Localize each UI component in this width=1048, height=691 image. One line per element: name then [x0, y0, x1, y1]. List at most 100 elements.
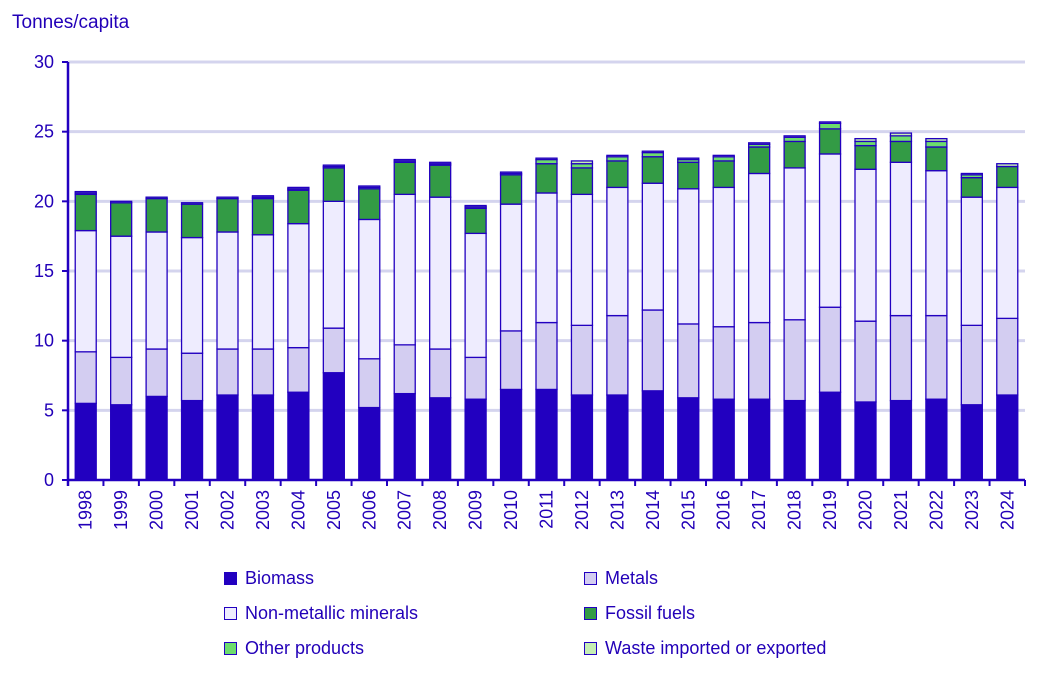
- bar-segment-biomass-2015: [677, 397, 700, 481]
- bar-segment-metals-2007: [393, 344, 416, 395]
- bar-segment-waste-imported-or-exported-2003: [251, 195, 275, 198]
- bar-segment-waste-imported-or-exported-2017: [748, 142, 771, 145]
- bar-segment-non-metallic-minerals-2001: [180, 236, 204, 354]
- bar-segment-non-metallic-minerals-2005: [322, 200, 345, 329]
- bar-segment-non-metallic-minerals-2006: [358, 218, 381, 360]
- bar-segment-biomass-2023: [960, 404, 983, 481]
- legend-swatch: [224, 607, 237, 620]
- legend-item: Metals: [584, 568, 658, 589]
- legend-item: Waste imported or exported: [584, 638, 826, 659]
- legend-swatch: [224, 642, 237, 655]
- bar-segment-waste-imported-or-exported-2012: [570, 160, 594, 165]
- x-tick-label: 2002: [218, 490, 238, 530]
- bar-segment-metals-2004: [287, 346, 310, 393]
- bar-segment-waste-imported-or-exported-2015: [677, 157, 700, 161]
- bar-segment-non-metallic-minerals-2023: [960, 196, 983, 326]
- bar-segment-waste-imported-or-exported-2004: [287, 186, 310, 190]
- x-tick-label: 2020: [856, 490, 876, 530]
- bar-segment-waste-imported-or-exported-2013: [606, 154, 629, 158]
- bar-segment-fossil-fuels-2023: [960, 176, 983, 198]
- bar-segment-biomass-2016: [712, 398, 735, 481]
- x-tick-label: 2008: [430, 490, 450, 530]
- x-tick-label: 2016: [714, 490, 734, 530]
- bar-segment-fossil-fuels-2009: [464, 207, 487, 235]
- y-tick-label: 30: [34, 52, 54, 72]
- bar-segment-fossil-fuels-2014: [641, 156, 664, 184]
- bar-segment-non-metallic-minerals-1999: [110, 235, 133, 359]
- bar-segment-biomass-2003: [251, 394, 275, 481]
- legend-label: Non-metallic minerals: [245, 603, 419, 623]
- bar-segment-metals-2015: [677, 323, 700, 399]
- bar-segment-non-metallic-minerals-2004: [287, 222, 310, 349]
- bar-segment-fossil-fuels-2024: [996, 165, 1019, 189]
- bar-segment-biomass-2018: [783, 399, 806, 481]
- legend-item: Biomass: [224, 568, 314, 589]
- bar-segment-non-metallic-minerals-2008: [429, 196, 452, 350]
- bar-segment-other-products-2022: [925, 140, 948, 148]
- legend-label: Fossil fuels: [605, 603, 696, 623]
- bar-segment-fossil-fuels-2015: [677, 161, 700, 190]
- bar-segment-metals-2023: [960, 324, 983, 406]
- legend-swatch: [584, 642, 597, 655]
- bar-segment-metals-2010: [499, 330, 523, 391]
- bar-segment-non-metallic-minerals-2003: [251, 234, 275, 350]
- bar-segment-non-metallic-minerals-2022: [925, 170, 948, 317]
- bar-segment-metals-2012: [570, 324, 594, 396]
- bar-segment-fossil-fuels-2013: [606, 160, 629, 189]
- bar-segment-metals-1999: [110, 356, 133, 406]
- legend-label: Biomass: [245, 568, 315, 588]
- bar-segment-non-metallic-minerals-1998: [74, 229, 97, 353]
- bar-segment-non-metallic-minerals-2019: [818, 153, 842, 308]
- x-tick-label: 2011: [537, 490, 557, 529]
- legend-label: Waste imported or exported: [605, 638, 827, 658]
- bar-segment-fossil-fuels-2001: [180, 203, 204, 239]
- x-tick-label: 2021: [891, 490, 911, 530]
- x-tick-label: 2003: [253, 490, 273, 530]
- bar-segment-waste-imported-or-exported-2024: [996, 163, 1019, 168]
- x-tick-label: 2013: [607, 490, 627, 530]
- bar-segment-metals-2001: [180, 352, 204, 402]
- bar-segment-waste-imported-or-exported-2007: [393, 158, 416, 162]
- x-tick-label: 2014: [643, 490, 663, 530]
- bar-segment-metals-2005: [322, 327, 345, 374]
- bar-segment-biomass-2007: [393, 392, 416, 481]
- bar-segment-non-metallic-minerals-2012: [570, 193, 594, 326]
- x-tick-label: 2009: [466, 490, 486, 530]
- bar-segment-non-metallic-minerals-2016: [712, 186, 735, 328]
- bar-segment-metals-1998: [74, 351, 97, 405]
- x-tick-label: 2017: [749, 490, 769, 530]
- bar-segment-non-metallic-minerals-2020: [854, 168, 877, 322]
- bar-segment-metals-2016: [712, 326, 735, 400]
- bar-segment-biomass-2010: [499, 388, 523, 481]
- bar-segment-metals-2022: [925, 314, 948, 400]
- bar-segment-biomass-2024: [996, 394, 1019, 481]
- bar-segment-waste-imported-or-exported-1998: [74, 190, 97, 194]
- legend-swatch: [584, 572, 597, 585]
- bar-segment-other-products-2021: [889, 135, 913, 143]
- bar-segment-metals-2019: [818, 306, 842, 393]
- bar-segment-biomass-2012: [570, 394, 594, 481]
- x-tick-label: 2001: [182, 490, 202, 530]
- bar-segment-biomass-2001: [180, 399, 204, 481]
- bar-segment-waste-imported-or-exported-2002: [216, 196, 239, 200]
- bar-segment-fossil-fuels-2017: [748, 146, 771, 175]
- x-tick-label: 2005: [324, 490, 344, 530]
- bar-segment-biomass-2008: [429, 397, 452, 481]
- bar-segment-metals-2002: [216, 348, 239, 396]
- bar-segment-fossil-fuels-2010: [499, 174, 523, 205]
- bar-segment-biomass-2022: [925, 398, 948, 481]
- bar-segment-waste-imported-or-exported-2011: [535, 157, 558, 161]
- bar-segment-metals-2024: [996, 317, 1019, 396]
- bar-segment-biomass-2006: [358, 406, 381, 481]
- bar-segment-fossil-fuels-2016: [712, 160, 735, 189]
- bar-segment-other-products-2001: [180, 202, 204, 205]
- x-tick-label: 2010: [501, 490, 521, 530]
- bar-segment-waste-imported-or-exported-2006: [358, 185, 381, 189]
- bar-segment-waste-imported-or-exported-2009: [464, 204, 487, 208]
- y-tick-label: 5: [44, 400, 54, 420]
- bar-segment-waste-imported-or-exported-2022: [925, 137, 948, 143]
- bar-segment-metals-2003: [251, 348, 275, 396]
- bar-segment-biomass-2020: [854, 401, 877, 481]
- bar-segment-metals-2018: [783, 319, 806, 402]
